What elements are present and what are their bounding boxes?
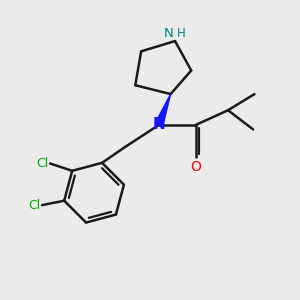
Text: N: N bbox=[164, 27, 174, 40]
Text: N: N bbox=[152, 118, 165, 133]
Text: H: H bbox=[176, 27, 185, 40]
Text: Cl: Cl bbox=[28, 199, 40, 212]
Text: Cl: Cl bbox=[36, 157, 49, 170]
Text: O: O bbox=[190, 160, 201, 174]
Polygon shape bbox=[155, 94, 171, 126]
